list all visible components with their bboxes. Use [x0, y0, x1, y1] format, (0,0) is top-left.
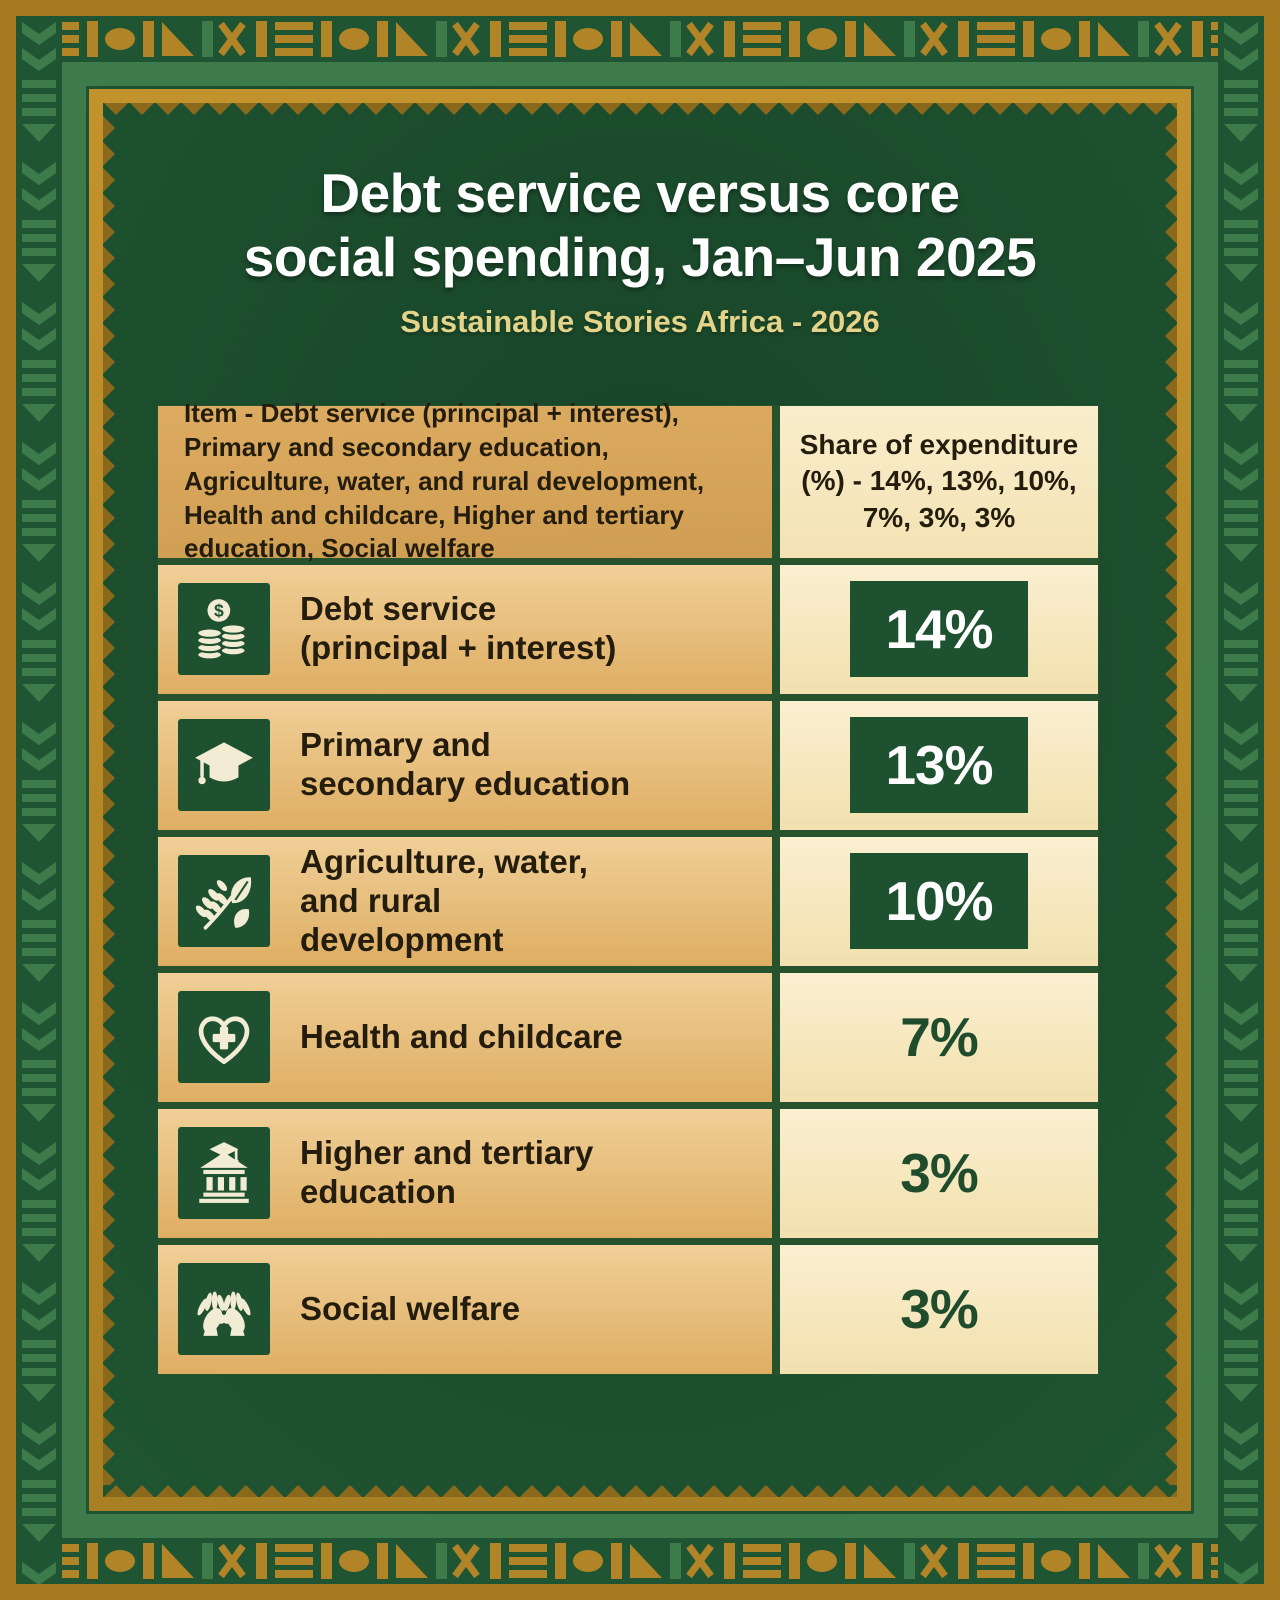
heart-cross-icon: [178, 991, 270, 1084]
page-subtitle: Sustainable Stories Africa - 2026: [400, 303, 880, 339]
page-title-line2: social spending, Jan–Jun 2025: [243, 225, 1037, 288]
spending-table: Item - Debt service (principal + interes…: [158, 398, 1098, 1374]
table-header-item-label: Item - Debt service (principal + interes…: [184, 398, 705, 564]
content-area: Debt service versus core social spending…: [110, 110, 1170, 1490]
table-row-higher-education: Higher and tertiary education: [158, 1108, 772, 1238]
hands-icon: [178, 1263, 270, 1356]
value-text: 3%: [900, 1142, 978, 1205]
table-header-share-label: Share of expenditure (%) - 14%, 13%, 10%…: [799, 429, 1079, 533]
table-value-social-welfare: 3%: [780, 1244, 1098, 1374]
table-value-primary-education: 13%: [780, 700, 1098, 830]
value-badge: 14%: [850, 581, 1028, 678]
value-text: 7%: [900, 1006, 978, 1069]
university-icon: [178, 1127, 270, 1220]
page-title-line1: Debt service versus core: [320, 162, 960, 224]
value-badge: 13%: [850, 717, 1028, 814]
row-label: Debt service (principal + interest): [300, 590, 617, 667]
row-label: Agriculture, water, and rural developmen…: [300, 842, 588, 958]
agriculture-icon: [178, 855, 270, 948]
value-badge: 10%: [850, 853, 1028, 950]
dollar-sign-glyph: $: [214, 601, 224, 621]
table-value-agriculture: 10%: [780, 836, 1098, 966]
coins-icon: $: [178, 583, 270, 676]
table-value-debt-service: 14%: [780, 564, 1098, 694]
page-title: Debt service versus core social spending…: [243, 162, 1037, 290]
table-row-debt-service: $ Debt service (principal + interest): [158, 564, 772, 694]
table-row-health: Health and childcare: [158, 972, 772, 1102]
value-text: 3%: [900, 1278, 978, 1341]
row-label: Social welfare: [300, 1289, 521, 1327]
row-label: Health and childcare: [300, 1017, 623, 1055]
graduation-cap-icon: [178, 719, 270, 812]
row-label: Primary and secondary education: [300, 726, 631, 803]
table-row-social-welfare: Social welfare: [158, 1244, 772, 1374]
row-label: Higher and tertiary education: [300, 1134, 594, 1211]
table-value-higher-education: 3%: [780, 1108, 1098, 1238]
table-row-agriculture: Agriculture, water, and rural developmen…: [158, 836, 772, 966]
table-header-share: Share of expenditure (%) - 14%, 13%, 10%…: [780, 405, 1098, 558]
table-header-item: Item - Debt service (principal + interes…: [158, 398, 772, 563]
table-row-primary-education: Primary and secondary education: [158, 700, 772, 830]
table-value-health: 7%: [780, 972, 1098, 1102]
